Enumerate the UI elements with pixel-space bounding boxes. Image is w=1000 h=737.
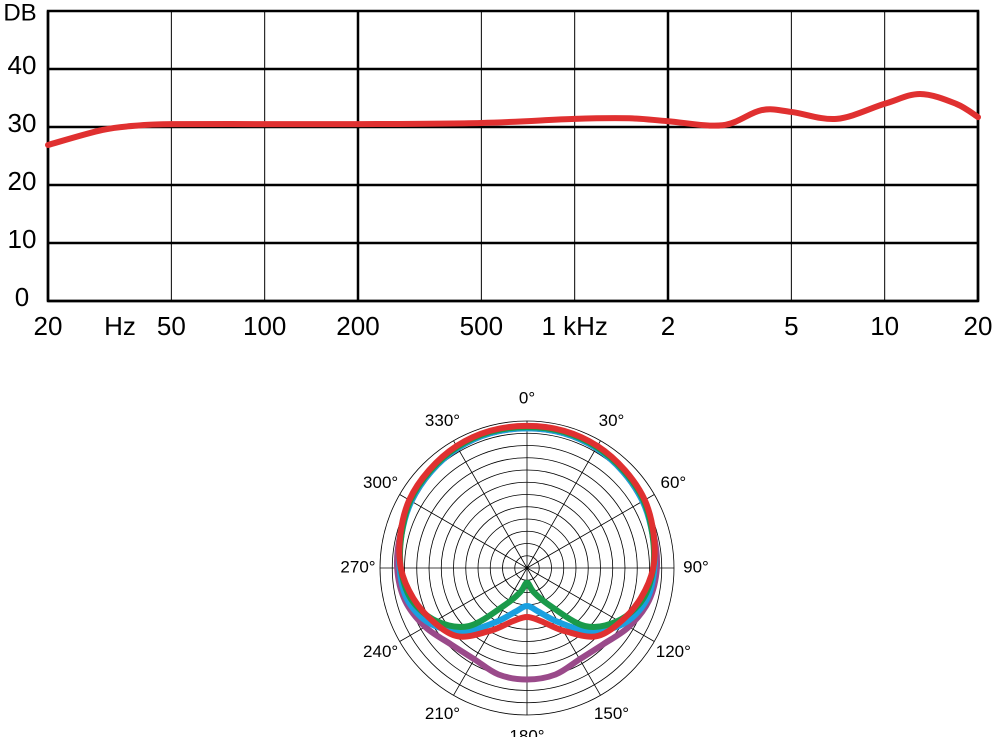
x-tick-label: 5 [784,311,798,341]
angle-label: 30° [599,411,625,430]
x-tick-label: 2 [661,311,675,341]
response-curve [45,90,981,148]
x-tick-label: 10 [870,311,899,341]
x-tick-label: 20 [34,311,63,341]
spoke [399,567,528,642]
x-tick-label: 100 [243,311,286,341]
spoke [526,494,655,569]
x-tick-label: 500 [460,311,503,341]
angle-label: 270° [340,557,375,576]
x-tick-label: 200 [336,311,379,341]
angle-label: 240° [363,642,398,661]
plot-frame [46,9,980,303]
spoke [453,440,528,569]
y-tick-label: 20 [8,166,37,196]
spoke [399,494,528,569]
polar-pattern [396,422,658,640]
x-unit-label: Hz [104,311,136,341]
x-tick-label: 50 [157,311,186,341]
angle-label: 300° [363,473,398,492]
angle-label: 150° [594,704,629,723]
y-tick-label: 10 [8,224,37,254]
spoke [526,567,655,642]
x-tick-label: 20 [964,311,993,341]
angle-label: 180° [509,726,544,737]
y-tick-label: 30 [8,108,37,138]
angle-label: 210° [425,704,460,723]
y-tick-label: 0 [15,282,29,312]
x-tick-label: 1 kHz [541,311,607,341]
y-tick-label: 40 [8,50,37,80]
angle-label: 330° [425,411,460,430]
spoke [526,440,601,569]
angle-label: 120° [656,642,691,661]
y-axis-label: DB [3,0,36,26]
angle-label: 0° [519,388,535,407]
angle-label: 90° [683,557,709,576]
angle-label: 60° [660,473,686,492]
